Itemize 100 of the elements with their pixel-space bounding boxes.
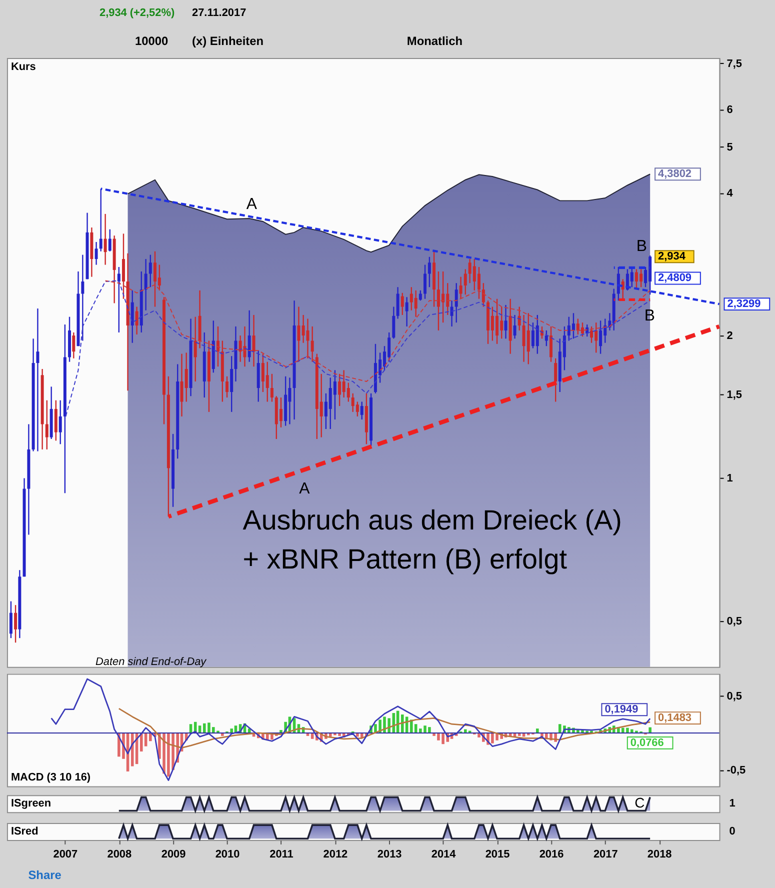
x-tick-label: 2007 bbox=[53, 848, 78, 860]
candlestick bbox=[72, 332, 76, 359]
candlestick bbox=[616, 266, 620, 302]
candlestick bbox=[108, 228, 112, 252]
candlestick bbox=[590, 326, 594, 344]
candlestick bbox=[310, 326, 314, 362]
candlestick bbox=[194, 316, 197, 382]
y-tick-label: 7,5 bbox=[726, 58, 742, 70]
candlestick bbox=[392, 306, 396, 340]
annotation: Ausbruch aus dem Dreieck (A) bbox=[242, 504, 622, 536]
candlestick bbox=[572, 312, 575, 340]
candlestick bbox=[252, 314, 256, 368]
candlestick bbox=[418, 290, 422, 302]
y-tick-label: 4 bbox=[726, 187, 734, 200]
annotation: Daten sind End-of-Day bbox=[96, 656, 208, 668]
y-tick-label: -0,5 bbox=[726, 764, 746, 776]
y-tick-label: 1 bbox=[726, 472, 733, 485]
x-tick-label: 2018 bbox=[647, 848, 672, 860]
bar bbox=[140, 732, 143, 752]
candlestick bbox=[104, 213, 107, 266]
candlestick bbox=[144, 258, 148, 311]
candlestick bbox=[405, 296, 408, 328]
text: 0 bbox=[729, 825, 736, 838]
candlestick bbox=[9, 600, 12, 639]
candlestick bbox=[464, 268, 467, 296]
x-tick-label: 2017 bbox=[593, 848, 618, 860]
candlestick bbox=[117, 266, 120, 334]
candlestick bbox=[58, 400, 62, 445]
annotation: B bbox=[636, 238, 647, 255]
candlestick bbox=[81, 254, 84, 342]
annotation: B bbox=[644, 308, 655, 325]
candlestick bbox=[428, 256, 431, 288]
chart-subtitle: 27.11.2017 bbox=[192, 7, 246, 20]
candlestick bbox=[526, 312, 530, 365]
text: Monatlich bbox=[406, 34, 463, 48]
data-label: 4,3802 bbox=[658, 168, 692, 180]
candlestick bbox=[14, 604, 18, 644]
candlestick bbox=[99, 188, 102, 252]
x-tick-label: 2010 bbox=[215, 848, 240, 860]
candlestick bbox=[630, 266, 634, 288]
candlestick bbox=[248, 310, 251, 362]
x-tick-label: 2011 bbox=[270, 848, 294, 860]
text: 2,934 bbox=[658, 250, 686, 263]
candlestick bbox=[459, 276, 462, 300]
text: MACD (3 10 16) bbox=[10, 771, 91, 784]
y-tick-label: 0,5 bbox=[726, 615, 742, 628]
annotation: A bbox=[246, 196, 258, 214]
candlestick bbox=[360, 401, 364, 420]
candlestick bbox=[270, 373, 274, 402]
bar bbox=[648, 727, 652, 733]
data-label: 0,1949 bbox=[604, 704, 638, 716]
candlestick bbox=[94, 241, 98, 266]
y-tick-label: 0,5 bbox=[726, 690, 742, 702]
x-tick-label: 2016 bbox=[539, 848, 564, 860]
candlestick bbox=[599, 320, 602, 354]
candlestick bbox=[424, 264, 427, 300]
candlestick bbox=[130, 290, 134, 344]
candlestick bbox=[513, 314, 516, 340]
candlestick bbox=[333, 370, 336, 420]
candlestick bbox=[158, 264, 161, 292]
annotation: + xBNR Pattern (B) erfolgt bbox=[242, 543, 568, 574]
annotation: C bbox=[634, 794, 645, 811]
candlestick bbox=[226, 376, 228, 398]
candlestick bbox=[135, 306, 138, 336]
candlestick bbox=[216, 326, 220, 368]
candlestick bbox=[36, 308, 40, 452]
candlestick bbox=[356, 401, 359, 418]
candlestick bbox=[184, 352, 188, 402]
candlestick bbox=[266, 361, 269, 402]
x-tick-label: 2012 bbox=[323, 848, 348, 860]
candlestick bbox=[550, 326, 552, 362]
y-tick-label: 2 bbox=[726, 330, 733, 342]
candlestick bbox=[54, 400, 58, 442]
text: (x) Einheiten bbox=[192, 34, 264, 48]
candlestick bbox=[279, 396, 282, 428]
chart-title: ISred bbox=[10, 825, 38, 838]
candlestick bbox=[122, 233, 125, 300]
candlestick bbox=[230, 355, 234, 413]
y-tick-label: 5 bbox=[726, 141, 733, 154]
y-tick-label: 1,5 bbox=[726, 389, 742, 402]
candlestick bbox=[297, 306, 300, 362]
x-tick-label: 2013 bbox=[377, 848, 402, 860]
candlestick bbox=[45, 400, 48, 450]
candlestick bbox=[536, 314, 539, 354]
candlestick bbox=[450, 300, 454, 328]
chart-title: ISgreen bbox=[10, 798, 52, 810]
candlestick bbox=[302, 314, 305, 344]
data-label: 0,0766 bbox=[630, 736, 664, 749]
candlestick bbox=[400, 292, 404, 316]
candlestick bbox=[148, 254, 152, 288]
candlestick bbox=[544, 330, 548, 347]
x-tick-label: 2014 bbox=[431, 848, 457, 860]
x-tick-label: 2008 bbox=[107, 848, 132, 860]
candlestick bbox=[482, 282, 485, 308]
candlestick bbox=[554, 358, 558, 402]
candlestick bbox=[414, 290, 418, 318]
data-label: 2,4809 bbox=[658, 272, 692, 284]
candlestick bbox=[338, 373, 342, 407]
data-label: 0,1483 bbox=[658, 712, 692, 724]
candlestick bbox=[621, 278, 624, 300]
